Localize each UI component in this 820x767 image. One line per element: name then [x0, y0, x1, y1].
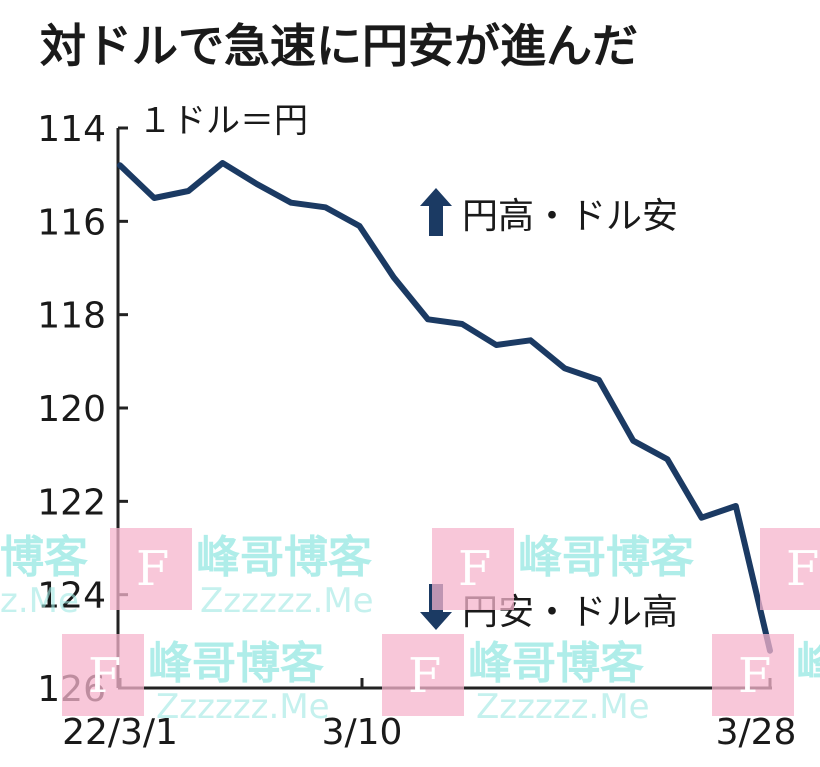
series-line	[117, 160, 773, 654]
watermark-url-partial: z.Me	[0, 581, 79, 621]
watermark: F 峰哥博客 Zzzzzz.Me F 峰哥博客 F F 峰哥博客 Zzzzzz.…	[0, 528, 820, 727]
y-tick-label: 124	[37, 576, 106, 617]
watermark-logo	[382, 634, 464, 716]
x-tick-label: 3/10	[322, 712, 403, 753]
y-tick-label: 114	[37, 109, 106, 150]
watermark-letter: F	[786, 541, 819, 597]
watermark-brand: 峰哥博客	[148, 638, 324, 689]
watermark-brand-partial: 博客	[0, 532, 88, 583]
watermark-brand: 峰哥博客	[196, 532, 372, 583]
y-tick-label: 118	[37, 296, 106, 337]
x-tick-label: 3/28	[716, 712, 797, 753]
watermark-url: Zzzzzz.Me	[476, 687, 650, 727]
watermark-letter: F	[738, 648, 771, 704]
watermark-logo	[62, 634, 144, 716]
watermark-letter: F	[136, 541, 169, 597]
x-tick-label: 22/3/1	[62, 712, 178, 753]
watermark-brand: 峰哥博客	[518, 532, 694, 583]
axes: 114116118120122124126 22/3/13/103/28	[37, 109, 796, 753]
watermark-letter: F	[458, 541, 491, 597]
up-arrow-icon	[420, 188, 452, 236]
y-tick-label: 120	[37, 389, 106, 430]
watermark-letter: F	[408, 648, 441, 704]
y-tick-label: 116	[37, 202, 106, 243]
watermark-brand-partial: 峰	[796, 638, 820, 689]
watermark-url: Zzzzzz.Me	[200, 581, 374, 621]
annotation-up-label: 円高・ドル安	[462, 196, 678, 237]
watermark-logo	[760, 528, 820, 610]
watermark-logo	[712, 634, 794, 716]
watermark-url: Zzzzzz.Me	[156, 687, 330, 727]
y-tick-label: 122	[37, 482, 106, 523]
annotation-up: 円高・ドル安	[420, 188, 678, 237]
watermark-logo	[110, 528, 192, 610]
watermark-brand: 峰哥博客	[468, 638, 644, 689]
watermark-letter: F	[88, 648, 121, 704]
watermark-logo	[432, 528, 514, 610]
chart-title: 対ドルで急速に円安が進んだ	[40, 19, 638, 73]
unit-label: １ドル＝円	[138, 101, 308, 141]
